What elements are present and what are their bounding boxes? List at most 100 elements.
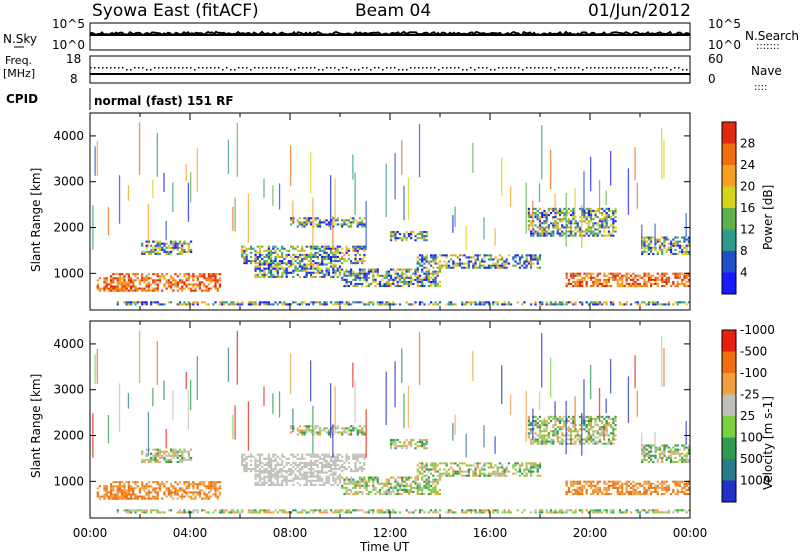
power-cell [372, 276, 375, 279]
power-cell [567, 226, 570, 229]
power-cell [183, 275, 186, 278]
velocity-cell [381, 482, 384, 485]
power-cell [678, 282, 682, 286]
velocity-cell [414, 443, 417, 446]
velocity-cell [547, 440, 550, 443]
power-cell [350, 221, 353, 224]
velocity-cell [112, 487, 115, 490]
power-cell [261, 258, 264, 261]
velocity-cell [312, 475, 315, 478]
velocity-cell [161, 511, 164, 514]
power-cell [530, 256, 533, 259]
power-cell [252, 247, 255, 250]
power-cell [641, 301, 644, 304]
power-cell [605, 218, 608, 221]
power-cell [272, 260, 275, 263]
velocity-cell [345, 488, 348, 491]
velocity-cell [481, 511, 484, 514]
velocity-cell [590, 415, 593, 418]
velocity-cell [467, 474, 470, 477]
power-cell [352, 217, 355, 220]
power-cell [481, 260, 484, 263]
power-cell [521, 254, 524, 257]
power-cell [556, 303, 559, 306]
velocity-cell [534, 511, 537, 514]
velocity-cell [218, 511, 222, 514]
power-cell [645, 285, 648, 288]
power-cell [194, 283, 197, 286]
power-cell [405, 230, 408, 234]
velocity-cell [152, 448, 155, 451]
power-cell [578, 226, 582, 229]
power-cell [434, 256, 437, 259]
velocity-cell [201, 497, 204, 500]
power-cell [547, 226, 550, 229]
nave-dot [622, 67, 624, 69]
velocity-cell [441, 462, 444, 465]
velocity-cell [270, 457, 273, 460]
velocity-cell [387, 478, 390, 481]
velocity-cell [427, 482, 430, 485]
power-cell [350, 274, 353, 277]
velocity-cell [141, 511, 144, 514]
velocity-cell [372, 480, 375, 483]
velocity-cell [430, 472, 433, 475]
power-cell [365, 278, 368, 281]
velocity-cell [105, 495, 108, 498]
velocity-cell [481, 468, 484, 471]
power-cell [332, 303, 335, 306]
power-cell [590, 274, 593, 277]
power-cell [592, 222, 595, 225]
power-cell [218, 303, 222, 306]
power-cell [236, 303, 239, 306]
velocity-cell [501, 466, 504, 469]
power-cell [114, 277, 117, 280]
power-cell [598, 224, 602, 227]
power-cell [454, 264, 457, 267]
power-cell [325, 255, 328, 259]
power-cell [201, 301, 204, 304]
nave-dot [650, 69, 652, 71]
velocity-cell [552, 424, 555, 427]
power-cell [303, 249, 306, 252]
velocity-cell [345, 453, 348, 456]
power-cell [281, 255, 284, 259]
velocity-cell [418, 511, 422, 514]
power-cell [270, 275, 273, 278]
power-cell [625, 282, 628, 286]
velocity-cell [352, 482, 355, 485]
power-cell [536, 209, 539, 212]
power-cell [303, 267, 306, 270]
power-cell [425, 235, 428, 238]
power-cell [358, 221, 362, 224]
velocity-streak [365, 409, 367, 458]
velocity-cell [183, 483, 186, 486]
power-cell [554, 214, 557, 217]
power-cell [538, 224, 542, 227]
velocity-cell [387, 493, 390, 496]
power-cell [652, 236, 655, 239]
velocity-cell [187, 452, 190, 455]
velocity-cell [361, 484, 364, 487]
velocity-cell [367, 509, 370, 512]
velocity-cell [127, 483, 130, 486]
power-cell [423, 278, 426, 281]
power-cell [592, 276, 595, 279]
velocity-cell [292, 509, 295, 512]
velocity-cell [161, 483, 164, 486]
velocity-cell [596, 432, 599, 435]
nave-dot [366, 67, 368, 69]
power-cell [103, 279, 106, 282]
power-streak [403, 185, 405, 221]
nave-dot [638, 67, 640, 69]
velocity-cell [210, 495, 213, 498]
power-cell [230, 301, 233, 304]
velocity-cell [592, 438, 595, 441]
velocity-cell [410, 482, 413, 485]
power-cell [405, 276, 408, 279]
velocity-cell [538, 474, 542, 477]
power-cell [456, 256, 459, 259]
power-cell [650, 238, 653, 241]
power-cell [412, 282, 415, 286]
power-cell [572, 285, 575, 288]
